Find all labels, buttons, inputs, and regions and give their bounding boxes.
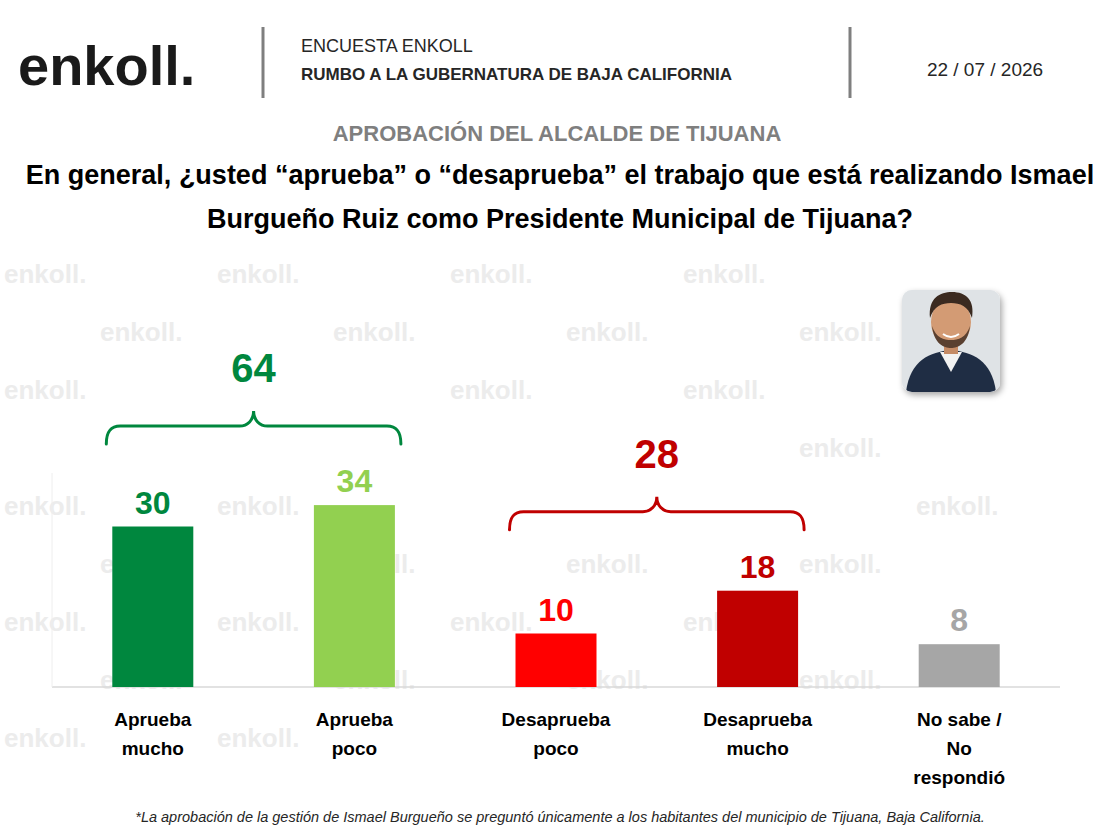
watermark-layer: enkoll. enkoll. enkoll. enkoll. enkoll. enkol… xyxy=(4,259,998,753)
watermark: enkoll. xyxy=(566,317,648,347)
question: En general, ¿usted “aprueba” o “desaprue… xyxy=(26,160,1094,234)
category-label: Aprueba poco xyxy=(316,709,394,759)
category-line: Aprueba xyxy=(316,709,394,730)
photo-background xyxy=(902,290,1000,392)
value-label: 34 xyxy=(337,463,373,499)
category-label: Aprueba mucho xyxy=(114,709,192,759)
separator xyxy=(849,27,852,98)
watermark: enkoll. xyxy=(217,723,299,753)
watermark: enkoll. xyxy=(217,259,299,289)
photo-collar xyxy=(940,352,962,372)
group-total: 28 xyxy=(635,432,680,476)
value-label: 18 xyxy=(740,549,776,585)
category-label: Desaprueba mucho xyxy=(703,709,812,759)
chart-title: APROBACIÓN DEL ALCALDE DE TIJUANA xyxy=(333,121,782,146)
category-line: Aprueba xyxy=(114,709,192,730)
watermark: enkoll. xyxy=(683,259,765,289)
watermark: enkoll. xyxy=(799,433,881,463)
group-total: 64 xyxy=(231,346,276,390)
question-line: En general, ¿usted “aprueba” o “desaprue… xyxy=(26,160,1094,190)
watermark: enkoll. xyxy=(799,317,881,347)
watermark: enkoll. xyxy=(566,549,648,579)
photo-smile xyxy=(943,334,959,337)
photo-beard xyxy=(932,326,970,348)
value-label: 8 xyxy=(950,602,968,638)
category-line: mucho xyxy=(726,738,788,759)
value-label: 30 xyxy=(135,485,171,521)
photo-content xyxy=(902,290,1000,392)
watermark: enkoll. xyxy=(799,549,881,579)
category-line: respondió xyxy=(913,767,1005,788)
bars xyxy=(112,505,999,687)
y-axis-line xyxy=(52,473,53,687)
watermark: enkoll. xyxy=(799,665,881,695)
bar xyxy=(919,644,1000,687)
photo xyxy=(902,290,1000,392)
watermark: enkoll. xyxy=(683,375,765,405)
photo-hair xyxy=(930,292,973,318)
category-label: No sabe / No respondió xyxy=(913,709,1005,788)
category-line: No sabe / xyxy=(917,709,1002,730)
watermark: enkoll. xyxy=(450,607,532,637)
group-bracket xyxy=(510,497,805,530)
watermark: enkoll. xyxy=(217,491,299,521)
group-bracket xyxy=(106,411,401,444)
footnote: *La aprobación de la gestión de Ismael B… xyxy=(135,809,984,825)
category-line: Desaprueba xyxy=(703,709,812,730)
category-line: poco xyxy=(332,738,377,759)
watermark: enkoll. xyxy=(916,491,998,521)
watermark: enkoll. xyxy=(100,317,182,347)
photo-frame xyxy=(902,290,1000,392)
question-line: Burgueño Ruiz como Presidente Municipal … xyxy=(207,204,913,234)
watermark: enkoll. xyxy=(4,259,86,289)
separator xyxy=(262,27,265,98)
labels: 303410188ApruebamuchoApruebapocoDesaprue… xyxy=(114,346,1005,788)
date: 22 / 07 / 2026 xyxy=(927,59,1043,80)
bar xyxy=(516,634,597,688)
bar xyxy=(314,505,395,687)
category-line: Desaprueba xyxy=(502,709,611,730)
watermark: enkoll. xyxy=(217,607,299,637)
watermark: enkoll. xyxy=(4,723,86,753)
watermark: enkoll. xyxy=(450,259,532,289)
watermark: enkoll. xyxy=(4,491,86,521)
watermark: enkoll. xyxy=(4,375,86,405)
category-line: poco xyxy=(533,738,578,759)
value-label: 10 xyxy=(538,592,574,628)
watermark: enkoll. xyxy=(333,317,415,347)
category-line: No xyxy=(947,738,972,759)
survey-name: ENCUESTA ENKOLL xyxy=(301,36,473,56)
bar xyxy=(112,527,193,688)
category-label: Desaprueba poco xyxy=(502,709,611,759)
photo-jacket xyxy=(906,350,996,392)
survey-subtitle: RUMBO A LA GUBERNATURA DE BAJA CALIFORNI… xyxy=(301,65,732,84)
page: enkoll. enkoll. enkoll. enkoll. enkoll. enkol… xyxy=(0,0,1120,834)
category-line: mucho xyxy=(122,738,184,759)
logo: enkoll. xyxy=(18,34,195,97)
watermark: enkoll. xyxy=(450,375,532,405)
bar xyxy=(717,591,798,687)
watermark: enkoll. xyxy=(4,607,86,637)
